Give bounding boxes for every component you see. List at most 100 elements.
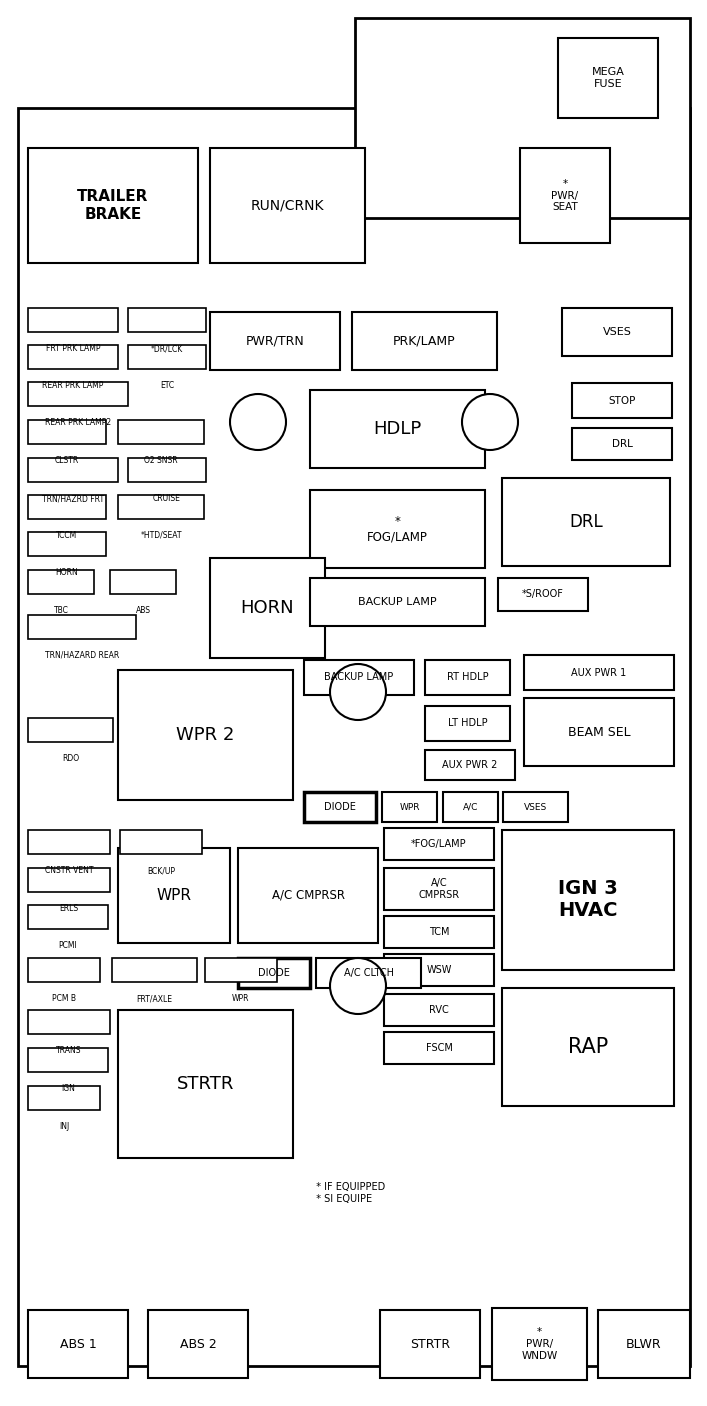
Text: HORN: HORN [56, 568, 78, 576]
Text: WPR: WPR [156, 889, 192, 903]
Text: CNSTR VENT: CNSTR VENT [45, 866, 93, 875]
Text: A/C CMPRSR: A/C CMPRSR [271, 889, 344, 903]
Bar [118, 420, 204, 444]
Bar [128, 458, 206, 482]
Text: RT HDLP: RT HDLP [447, 672, 489, 682]
Circle shape [330, 664, 386, 720]
Text: BACKUP LAMP: BACKUP LAMP [325, 672, 394, 682]
Text: HORN: HORN [240, 599, 294, 617]
Text: RAP: RAP [568, 1038, 608, 1057]
Text: WPR: WPR [233, 994, 250, 1002]
Text: PWR/TRN: PWR/TRN [245, 335, 305, 347]
Bar [28, 531, 106, 555]
Bar [562, 308, 672, 356]
Bar [384, 955, 494, 986]
Text: TCCM: TCCM [57, 531, 78, 540]
Text: *DR/LCK: *DR/LCK [151, 344, 183, 353]
Text: O2 SNSR: O2 SNSR [144, 456, 178, 465]
Text: STRTR: STRTR [177, 1076, 234, 1092]
Bar [502, 478, 670, 567]
Circle shape [330, 957, 386, 1014]
Text: AUX PWR 2: AUX PWR 2 [443, 761, 498, 770]
Bar [210, 312, 340, 370]
Text: TRN/HAZRD FRT: TRN/HAZRD FRT [42, 494, 104, 503]
Text: PRK/LAMP: PRK/LAMP [393, 335, 456, 347]
Text: MEGA
FUSE: MEGA FUSE [592, 67, 624, 89]
Bar [120, 830, 202, 853]
Bar [238, 848, 378, 943]
Bar [502, 830, 674, 970]
Bar [310, 491, 485, 568]
Bar [384, 828, 494, 860]
Bar [524, 655, 674, 690]
Text: TRAILER
BRAKE: TRAILER BRAKE [77, 190, 148, 222]
Text: *
FOG/LAMP: * FOG/LAMP [367, 515, 428, 543]
Bar [118, 495, 204, 519]
Bar [28, 1047, 108, 1071]
Bar [316, 957, 421, 988]
Text: ERLS: ERLS [59, 904, 78, 912]
Text: RDO: RDO [62, 754, 79, 763]
Bar [118, 1010, 293, 1159]
Text: TRN/HAZARD REAR: TRN/HAZARD REAR [45, 651, 119, 659]
Text: HDLP: HDLP [373, 420, 421, 439]
Bar [558, 38, 658, 118]
Bar [28, 830, 110, 853]
Bar [28, 148, 198, 263]
Bar [572, 382, 672, 418]
Bar [304, 659, 414, 695]
Bar [425, 706, 510, 741]
Text: IGN 3
HVAC: IGN 3 HVAC [558, 880, 618, 921]
Text: DIODE: DIODE [324, 801, 356, 813]
Bar [238, 957, 310, 988]
Bar [425, 749, 515, 780]
Text: *
PWR/
WNDW: * PWR/ WNDW [521, 1327, 558, 1361]
Text: ABS 2: ABS 2 [180, 1337, 216, 1351]
Text: BEAM SEL: BEAM SEL [568, 725, 631, 738]
Text: CRUISE: CRUISE [153, 494, 181, 503]
Text: VSES: VSES [524, 803, 547, 811]
Bar [28, 1310, 128, 1378]
Bar [520, 148, 610, 243]
Text: AUX PWR 1: AUX PWR 1 [571, 668, 626, 678]
Text: *HTD/SEAT: *HTD/SEAT [140, 531, 182, 540]
Bar [128, 344, 206, 368]
Text: DIODE: DIODE [258, 967, 290, 979]
Bar [524, 697, 674, 766]
Bar [28, 308, 118, 332]
Bar [384, 915, 494, 948]
Bar [310, 578, 485, 626]
Text: WPR: WPR [399, 803, 420, 811]
Circle shape [230, 394, 286, 450]
Text: STRTR: STRTR [410, 1337, 450, 1351]
Bar [310, 389, 485, 468]
Text: PCM B: PCM B [52, 994, 76, 1002]
Bar [28, 569, 94, 593]
Text: REAR PRK LAMP2: REAR PRK LAMP2 [45, 418, 111, 427]
Text: FRT/AXLE: FRT/AXLE [136, 994, 173, 1002]
Bar [112, 957, 197, 981]
Bar [28, 957, 100, 981]
Bar [210, 148, 365, 263]
Bar [210, 558, 325, 658]
Bar [384, 1032, 494, 1064]
Bar [28, 344, 118, 368]
Text: DRL: DRL [569, 513, 603, 531]
Bar [28, 614, 136, 638]
Text: FSCM: FSCM [426, 1043, 452, 1053]
Text: REAR PRK LAMP: REAR PRK LAMP [42, 381, 104, 389]
Text: TBC: TBC [54, 606, 69, 614]
Text: PCMI: PCMI [59, 941, 77, 950]
Text: *FOG/LAMP: *FOG/LAMP [411, 839, 467, 849]
Text: DRL: DRL [612, 439, 633, 449]
Bar [425, 659, 510, 695]
Bar [384, 868, 494, 910]
Bar [503, 792, 568, 823]
Bar [118, 848, 230, 943]
Text: VSES: VSES [602, 328, 631, 337]
Bar [502, 988, 674, 1107]
Bar [28, 420, 106, 444]
Text: RUN/CRNK: RUN/CRNK [251, 198, 325, 212]
Text: *S/ROOF: *S/ROOF [522, 589, 564, 599]
Bar [598, 1310, 690, 1378]
